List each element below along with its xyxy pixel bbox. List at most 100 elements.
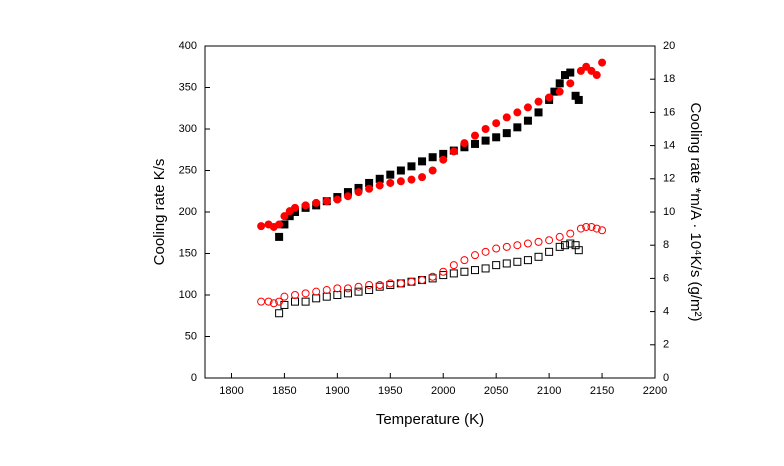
y2-tick-label: 8 bbox=[663, 239, 669, 251]
data-point bbox=[555, 242, 564, 251]
data-point bbox=[428, 166, 437, 175]
data-point bbox=[428, 274, 437, 283]
data-point bbox=[566, 68, 575, 77]
data-point bbox=[269, 299, 278, 308]
data-point bbox=[598, 58, 607, 67]
x-tick-label: 1850 bbox=[272, 385, 296, 397]
data-point bbox=[365, 286, 374, 295]
data-point bbox=[481, 264, 490, 273]
data-point bbox=[275, 297, 284, 306]
data-point bbox=[418, 173, 427, 182]
data-point bbox=[396, 177, 405, 186]
y2-tick-label: 20 bbox=[663, 40, 675, 52]
data-point bbox=[333, 195, 342, 204]
data-point bbox=[574, 95, 583, 104]
data-point bbox=[257, 297, 266, 306]
data-point bbox=[449, 269, 458, 278]
data-point bbox=[291, 291, 299, 299]
data-point bbox=[275, 232, 284, 241]
data-point bbox=[396, 166, 405, 175]
data-point bbox=[428, 153, 437, 162]
data-point bbox=[492, 244, 501, 253]
data-point bbox=[555, 232, 564, 241]
data-point bbox=[555, 87, 564, 96]
data-point bbox=[264, 297, 273, 306]
x-tick-label: 2000 bbox=[431, 385, 455, 397]
data-point bbox=[386, 170, 395, 179]
data-point bbox=[523, 103, 532, 112]
data-point bbox=[460, 139, 469, 148]
data-point bbox=[566, 229, 575, 238]
data-point bbox=[534, 252, 543, 261]
data-point bbox=[523, 116, 532, 125]
data-point bbox=[354, 287, 363, 296]
data-point bbox=[471, 251, 479, 260]
data-point bbox=[502, 242, 511, 251]
data-point bbox=[481, 136, 490, 145]
data-point bbox=[523, 239, 532, 248]
data-point bbox=[576, 224, 585, 233]
data-point bbox=[312, 198, 321, 207]
data-point bbox=[365, 184, 374, 193]
data-point bbox=[280, 300, 289, 309]
data-point bbox=[257, 222, 266, 231]
y-tick-label: 400 bbox=[179, 40, 197, 52]
data-point bbox=[534, 97, 543, 106]
y2-tick-label: 0 bbox=[663, 372, 669, 384]
data-point bbox=[275, 220, 284, 229]
data-point bbox=[343, 284, 352, 293]
data-point bbox=[354, 282, 363, 291]
data-point bbox=[354, 188, 363, 197]
y2-tick-label: 4 bbox=[663, 306, 669, 318]
data-point bbox=[449, 147, 458, 156]
data-point bbox=[566, 79, 575, 88]
data-point bbox=[460, 267, 469, 276]
data-point bbox=[502, 113, 511, 122]
data-point bbox=[407, 277, 416, 286]
x-tick-label: 1950 bbox=[378, 385, 402, 397]
data-point bbox=[275, 309, 284, 318]
data-point bbox=[407, 175, 416, 184]
y2-tick-label: 6 bbox=[663, 272, 669, 284]
x-tick-label: 1800 bbox=[219, 385, 243, 397]
data-point bbox=[513, 257, 522, 266]
data-point bbox=[322, 292, 331, 301]
data-point bbox=[576, 66, 585, 75]
data-point bbox=[301, 297, 310, 306]
data-point bbox=[545, 93, 554, 102]
y-tick-label: 50 bbox=[185, 330, 197, 342]
data-point bbox=[375, 281, 384, 290]
data-point bbox=[534, 237, 543, 246]
data-point bbox=[534, 108, 543, 117]
data-point bbox=[502, 259, 511, 268]
data-point bbox=[343, 192, 352, 201]
data-point bbox=[333, 291, 342, 299]
data-point bbox=[492, 133, 501, 142]
data-point bbox=[333, 284, 342, 293]
data-point bbox=[343, 289, 352, 298]
data-point bbox=[280, 292, 289, 301]
data-point bbox=[523, 256, 532, 265]
y-tick-label: 250 bbox=[179, 164, 197, 176]
data-point bbox=[545, 247, 554, 256]
data-point bbox=[386, 178, 395, 187]
data-point bbox=[396, 279, 405, 288]
y2-tick-label: 10 bbox=[663, 206, 675, 218]
data-point bbox=[513, 241, 522, 250]
y-tick-label: 150 bbox=[179, 247, 197, 259]
y2-tick-label: 18 bbox=[663, 73, 675, 85]
data-point bbox=[322, 197, 331, 206]
data-point bbox=[449, 261, 458, 270]
data-point bbox=[502, 129, 511, 138]
x-tick-label: 2150 bbox=[590, 385, 614, 397]
data-point bbox=[386, 281, 395, 290]
data-point bbox=[471, 131, 479, 140]
y2-tick-label: 12 bbox=[663, 173, 675, 185]
plot-frame bbox=[204, 45, 656, 379]
data-point bbox=[460, 256, 469, 265]
data-point bbox=[492, 261, 501, 270]
data-point bbox=[561, 241, 569, 250]
x-axis-title: Temperature (K) bbox=[376, 411, 484, 428]
data-point bbox=[375, 181, 384, 190]
